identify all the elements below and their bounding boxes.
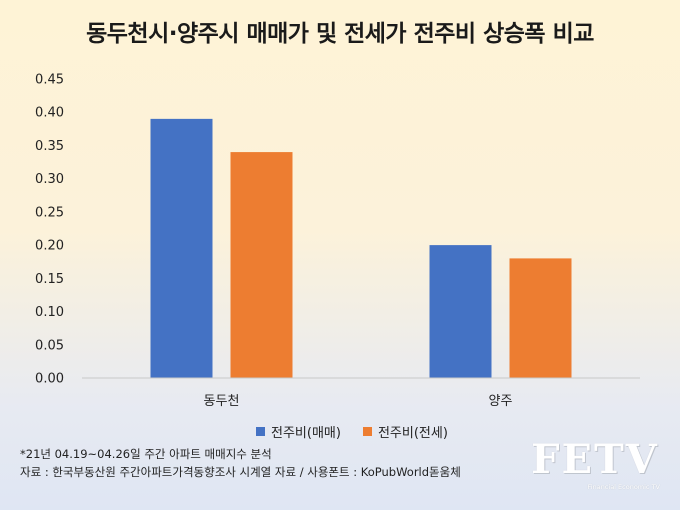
y-tick-label: 0.30: [35, 172, 64, 187]
x-category-label: 양주: [489, 394, 513, 409]
y-tick-label: 0.05: [35, 338, 64, 353]
bar-jeonse-1: [509, 258, 572, 378]
y-tick-label: 0.15: [35, 272, 64, 287]
logo-text: FETV: [531, 436, 659, 483]
bar-sale-1: [429, 245, 492, 378]
y-tick-label: 0.10: [35, 305, 64, 320]
y-axis: 0.00 0.05 0.10 0.15 0.20 0.25 0.30 0.35 0.40 0.45: [35, 73, 64, 387]
bar-sale-0: [150, 118, 213, 378]
legend-label-jeonse: 전주비(전세): [377, 426, 448, 441]
legend-label-sale: 전주비(매매): [271, 426, 341, 441]
footnote-source: 자료 : 한국부동산원 주간아파트가격동향조사 시계열 자료 / 사용폰트 : …: [20, 465, 461, 479]
y-tick-label: 0.20: [35, 239, 64, 254]
logo-subtitle: Financial Economic TV: [587, 483, 660, 491]
chart-title: 동두천시·양주시 매매가 및 전세가 전주비 상승폭 비교: [86, 21, 594, 47]
bar-jeonse-0: [230, 152, 293, 378]
x-axis: 동두천 양주: [82, 377, 640, 409]
legend-swatch-sale: [256, 427, 265, 436]
bars: [150, 118, 572, 378]
legend-item-jeonse: 전주비(전세): [362, 422, 448, 441]
y-tick-label: 0.25: [35, 205, 64, 220]
y-tick-label: 0.40: [35, 106, 64, 121]
x-category-label: 동두천: [204, 394, 240, 409]
fetv-logo: FETV Financial Economic TV: [530, 436, 660, 498]
y-tick-label: 0.35: [35, 139, 64, 154]
footnote-period: *21년 04.19~04.26일 주간 아파트 매매지수 분석: [20, 447, 272, 461]
y-tick-label: 0.00: [35, 372, 64, 387]
legend-swatch-jeonse: [362, 427, 372, 436]
legend-item-sale: 전주비(매매): [256, 422, 341, 441]
legend: 전주비(매매) 전주비(전세): [256, 422, 448, 441]
y-tick-label: 0.45: [35, 73, 64, 88]
